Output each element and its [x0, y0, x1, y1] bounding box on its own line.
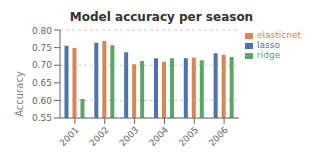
- svg-text:2002: 2002: [87, 125, 110, 148]
- svg-text:0.70: 0.70: [32, 60, 52, 70]
- svg-text:0.60: 0.60: [32, 96, 52, 106]
- html-text:ridge: ridge: [257, 50, 281, 60]
- html-text:Model accuracy per season: Model accuracy per season: [69, 10, 254, 24]
- html-text:elasticnet: elasticnet: [257, 30, 301, 40]
- svg-text:2001: 2001: [58, 125, 81, 148]
- svg-text:2005: 2005: [177, 125, 200, 148]
- svg-text:0.65: 0.65: [32, 78, 52, 88]
- svg-text:2004: 2004: [147, 125, 170, 148]
- svg-text:2006: 2006: [207, 125, 230, 148]
- svg-text:Accuracy: Accuracy: [14, 71, 25, 117]
- svg-text:0.80: 0.80: [32, 26, 52, 36]
- svg-text:0.55: 0.55: [32, 113, 52, 123]
- svg-text:0.75: 0.75: [32, 43, 52, 53]
- html-text:lasso: lasso: [257, 40, 280, 50]
- svg-text:2003: 2003: [117, 125, 140, 148]
